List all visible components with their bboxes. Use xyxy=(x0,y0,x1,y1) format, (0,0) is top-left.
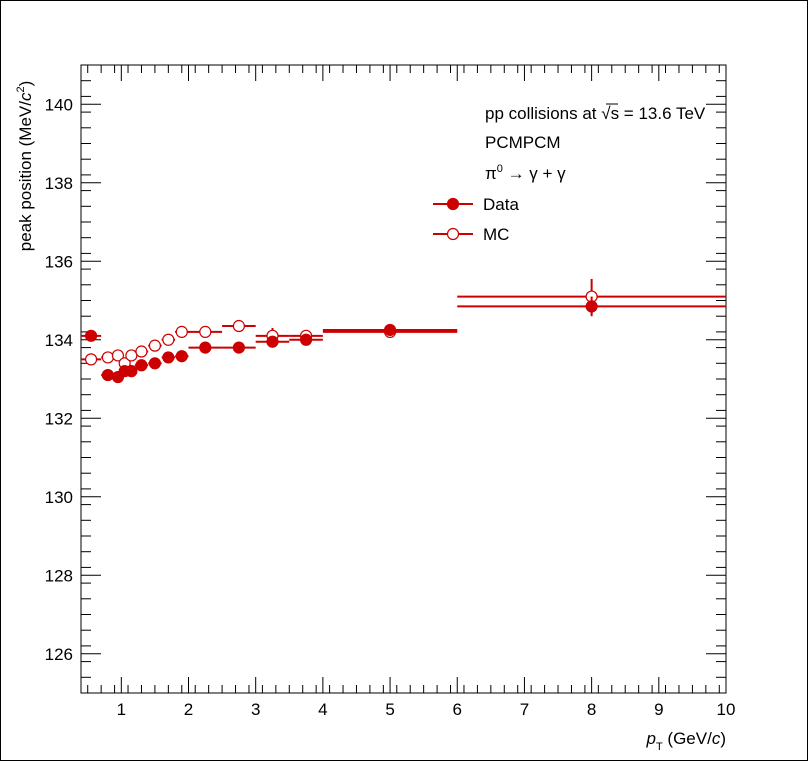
x-tick-label: 1 xyxy=(117,700,126,719)
data-marker xyxy=(135,359,148,372)
y-tick-label: 130 xyxy=(45,488,73,507)
x-tick-label: 3 xyxy=(251,700,260,719)
data-marker xyxy=(299,333,313,346)
x-tick-label: 4 xyxy=(318,700,327,719)
tick-labels: 1 2 3 4 5 6 7 8 9 10 126 128 130 132 134 136 138 140 xyxy=(45,95,736,719)
data-point xyxy=(255,335,290,348)
mc-point xyxy=(222,319,256,333)
x-tick-label: 7 xyxy=(520,700,529,719)
y-tick-label: 128 xyxy=(45,566,73,585)
y-tick-label: 126 xyxy=(45,645,73,664)
data-point xyxy=(322,323,458,337)
data-marker xyxy=(585,300,598,313)
data-point xyxy=(125,365,138,378)
data-point xyxy=(175,350,189,363)
data-marker xyxy=(101,368,114,382)
legend-mc-label: MC xyxy=(483,225,509,244)
mc-marker xyxy=(162,333,175,346)
mc-point xyxy=(188,325,223,338)
mc-point xyxy=(161,333,176,346)
mc-point xyxy=(175,325,189,338)
legend: Data MC xyxy=(433,195,519,244)
mc-marker xyxy=(84,353,98,366)
mc-marker xyxy=(199,325,212,338)
data-marker xyxy=(125,365,138,378)
y-tick-label: 132 xyxy=(45,409,73,428)
x-tick-label: 5 xyxy=(385,700,394,719)
data-point xyxy=(222,341,256,354)
x-tick-label: 10 xyxy=(717,700,736,719)
x-tick-label: 2 xyxy=(184,700,193,719)
data-point xyxy=(188,341,223,354)
data-point xyxy=(161,351,176,364)
mc-marker xyxy=(175,325,188,338)
annotation-collision-system: pp collisions at √s = 13.6 TeV xyxy=(485,104,706,123)
mc-point xyxy=(148,339,162,352)
data-marker xyxy=(266,335,279,348)
mc-point xyxy=(81,353,102,366)
data-marker xyxy=(199,341,212,354)
data-marker xyxy=(232,341,245,354)
data-marker xyxy=(175,350,188,363)
data-series xyxy=(81,296,726,384)
mc-point xyxy=(111,349,125,362)
mc-marker xyxy=(101,351,114,364)
x-tick-label: 9 xyxy=(654,700,663,719)
y-tick-label: 134 xyxy=(45,331,73,350)
x-axis-label: pT (GeV/c) xyxy=(646,729,727,753)
data-marker xyxy=(162,351,175,364)
mc-marker xyxy=(148,339,162,352)
y-tick-label: 140 xyxy=(45,95,73,114)
x-tick-label: 6 xyxy=(453,700,462,719)
axis-ticks xyxy=(81,64,727,694)
annotation-method: PCMPCM xyxy=(485,133,561,152)
data-point xyxy=(81,329,102,342)
data-point xyxy=(134,359,149,372)
legend-mc-marker xyxy=(446,227,460,241)
y-tick-label: 138 xyxy=(45,174,73,193)
mc-point xyxy=(125,349,138,362)
annotation-decay: π0 → γ + γ xyxy=(485,163,566,183)
data-marker xyxy=(84,329,98,342)
mc-marker xyxy=(135,345,148,358)
legend-data-label: Data xyxy=(483,195,519,214)
data-marker xyxy=(383,323,397,337)
data-point xyxy=(457,296,726,317)
x-tick-label: 8 xyxy=(587,700,596,719)
mc-marker xyxy=(232,319,245,333)
data-point xyxy=(289,333,323,346)
legend-data-marker xyxy=(446,197,460,211)
y-axis-label: peak position (MeV/c2) xyxy=(15,81,35,252)
data-marker xyxy=(148,357,162,370)
mc-marker xyxy=(111,349,125,362)
data-point xyxy=(148,357,162,370)
mc-point xyxy=(134,345,149,358)
y-tick-label: 136 xyxy=(45,252,73,271)
